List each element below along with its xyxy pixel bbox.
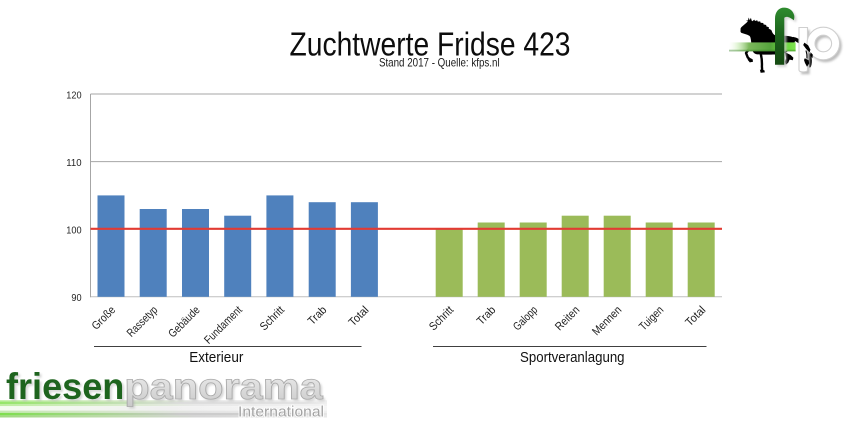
svg-text:friesen: friesen	[8, 367, 126, 409]
svg-text:Sportveranlagung: Sportveranlagung	[520, 349, 625, 366]
svg-text:100: 100	[66, 225, 81, 237]
svg-text:panorama: panorama	[124, 365, 324, 407]
svg-text:International: International	[238, 403, 324, 420]
svg-text:friesen: friesen	[6, 365, 124, 407]
svg-text:Zuchtwerte Fridse 423: Zuchtwerte Fridse 423	[290, 26, 571, 63]
svg-text:90: 90	[71, 292, 81, 304]
svg-text:Stand 2017 - Quelle: kfps.nl: Stand 2017 - Quelle: kfps.nl	[379, 56, 500, 70]
svg-text:Exterieur: Exterieur	[189, 349, 243, 366]
svg-text:120: 120	[66, 89, 81, 101]
svg-text:panorama: panorama	[126, 367, 326, 409]
svg-text:110: 110	[66, 157, 81, 169]
